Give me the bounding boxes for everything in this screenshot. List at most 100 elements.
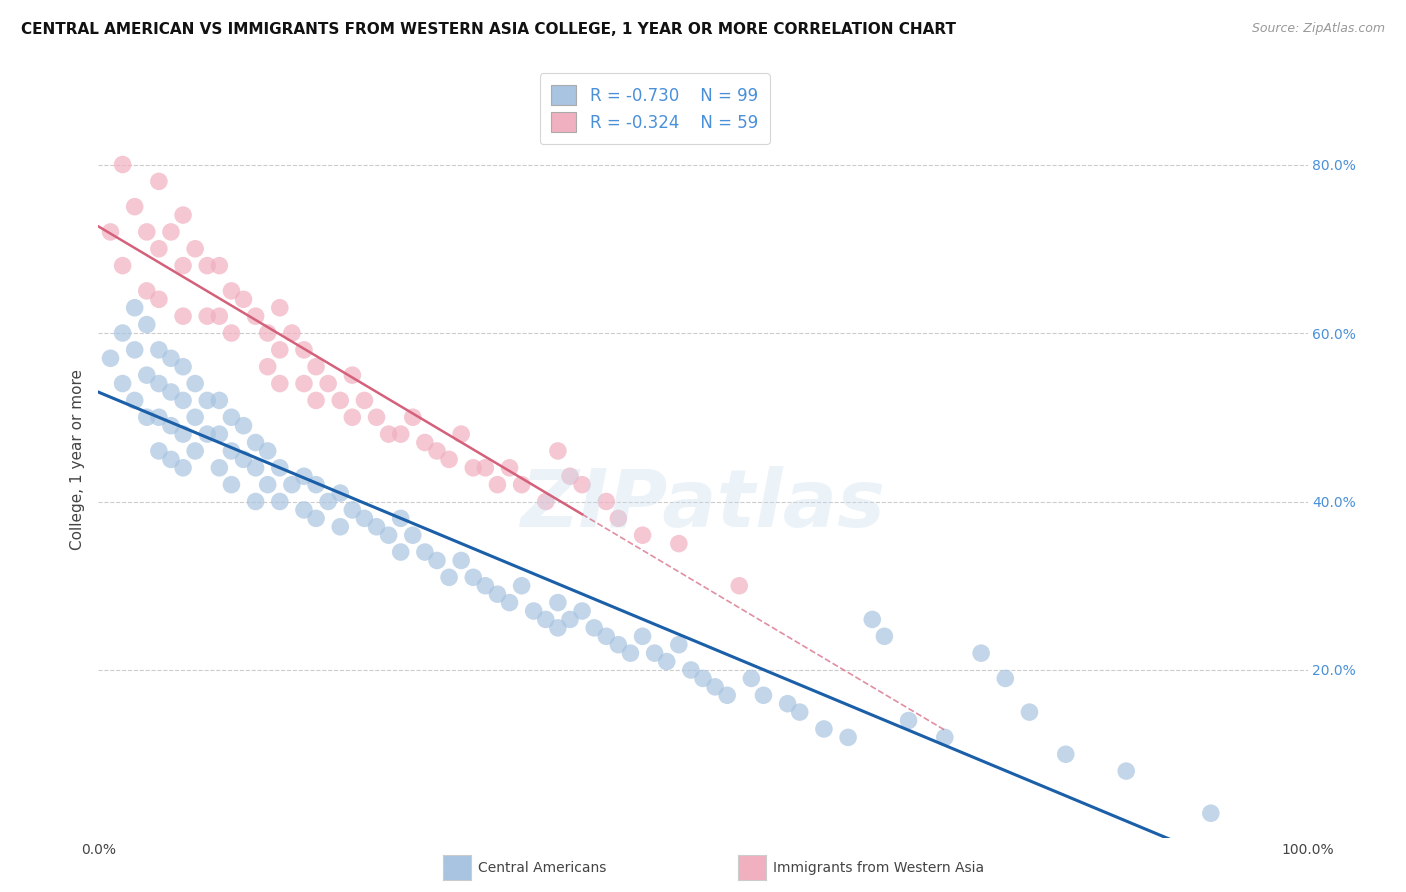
Point (668, 536, 690, 550)
Point (437, 452, 460, 467)
Point (547, 444, 569, 458)
Point (232, 418, 254, 433)
Point (619, 646, 641, 660)
Text: Central Americans: Central Americans (478, 861, 606, 875)
Point (897, 714, 920, 728)
Point (474, 460, 496, 475)
Point (269, 460, 291, 475)
Point (631, 528, 654, 542)
Point (256, 477, 278, 491)
Point (148, 174, 170, 188)
Point (124, 343, 146, 357)
Point (353, 511, 375, 525)
Point (292, 503, 315, 517)
Point (221, 326, 243, 340)
Point (873, 629, 896, 643)
Legend: R = -0.730    N = 99, R = -0.324    N = 59: R = -0.730 N = 99, R = -0.324 N = 59 (540, 73, 769, 145)
Point (463, 460, 485, 475)
Point (813, 722, 835, 736)
Point (631, 629, 654, 643)
Point (1054, 747, 1077, 762)
Point (195, 427, 218, 442)
Point (172, 359, 194, 374)
Point (426, 553, 449, 567)
Point (221, 284, 243, 298)
Point (100, 225, 122, 239)
Point (510, 477, 533, 491)
Point (571, 604, 593, 618)
Point (281, 326, 304, 340)
Point (704, 680, 727, 694)
Point (655, 655, 678, 669)
Point (195, 309, 218, 323)
Point (450, 553, 472, 567)
Point (450, 427, 472, 442)
Y-axis label: College, 1 year or more: College, 1 year or more (69, 369, 84, 549)
Point (437, 570, 460, 584)
Point (595, 494, 617, 508)
Point (124, 393, 146, 408)
Point (692, 672, 714, 686)
Point (776, 697, 799, 711)
Point (160, 452, 183, 467)
Point (607, 511, 630, 525)
Point (172, 460, 194, 475)
Point (245, 460, 267, 475)
Point (135, 410, 157, 425)
Point (595, 629, 617, 643)
Text: CENTRAL AMERICAN VS IMMIGRANTS FROM WESTERN ASIA COLLEGE, 1 YEAR OR MORE CORRELA: CENTRAL AMERICAN VS IMMIGRANTS FROM WEST… (21, 22, 956, 37)
Point (316, 376, 339, 391)
Point (111, 259, 134, 273)
Point (752, 688, 775, 702)
Point (498, 596, 520, 610)
Point (245, 494, 267, 508)
Point (366, 520, 388, 534)
Point (934, 731, 956, 745)
Point (160, 384, 183, 399)
Point (329, 393, 352, 408)
Point (172, 309, 194, 323)
Point (221, 444, 243, 458)
Point (184, 444, 207, 458)
Point (111, 157, 134, 171)
Point (837, 731, 859, 745)
Point (426, 444, 449, 458)
Point (184, 376, 207, 391)
Point (389, 511, 412, 525)
Point (342, 503, 364, 517)
Point (208, 309, 231, 323)
Point (534, 494, 557, 508)
Point (269, 343, 291, 357)
Point (305, 359, 328, 374)
Point (111, 326, 134, 340)
Point (135, 318, 157, 332)
Point (208, 460, 231, 475)
Point (583, 621, 606, 635)
Point (728, 579, 751, 593)
Point (148, 376, 170, 391)
Point (208, 427, 231, 442)
Point (245, 309, 267, 323)
Point (124, 200, 146, 214)
Point (329, 486, 352, 500)
Text: Source: ZipAtlas.com: Source: ZipAtlas.com (1251, 22, 1385, 36)
Point (100, 351, 122, 366)
Point (402, 410, 425, 425)
Point (558, 469, 581, 483)
Point (195, 259, 218, 273)
Point (172, 259, 194, 273)
Point (184, 410, 207, 425)
Point (342, 410, 364, 425)
Point (402, 528, 425, 542)
Point (305, 511, 328, 525)
Point (558, 612, 581, 626)
Point (256, 326, 278, 340)
Point (160, 418, 183, 433)
Point (124, 301, 146, 315)
Point (679, 663, 702, 677)
Point (1115, 764, 1137, 778)
Point (195, 393, 218, 408)
Point (292, 376, 315, 391)
Point (377, 427, 399, 442)
Point (353, 393, 375, 408)
